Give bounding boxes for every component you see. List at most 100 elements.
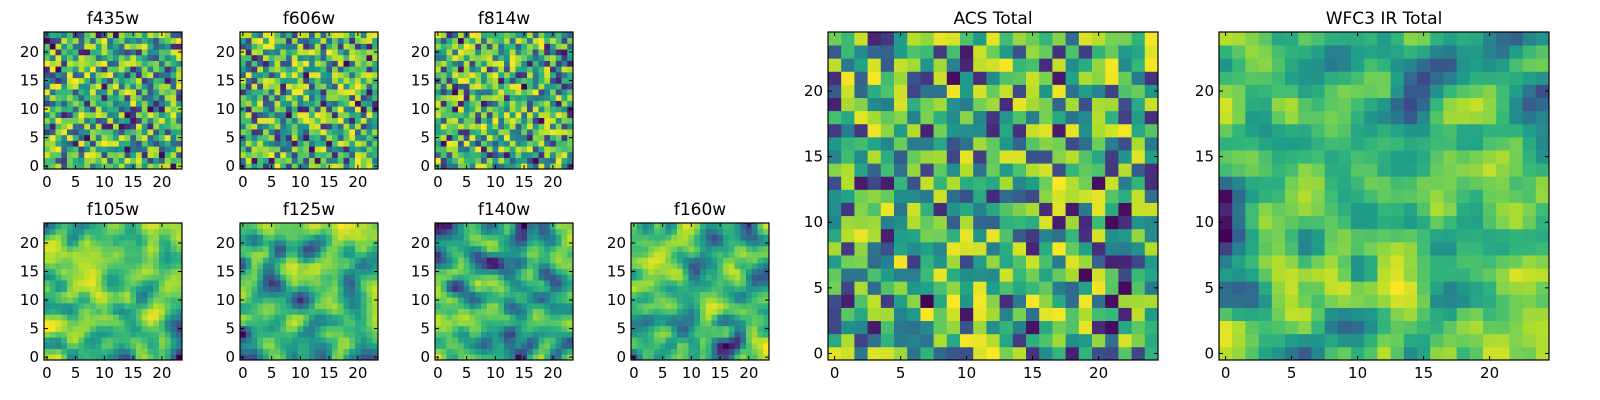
heatmap-cell xyxy=(147,337,154,344)
x-tick-label: 0 xyxy=(238,364,248,382)
heatmap-cell xyxy=(1078,150,1093,164)
heatmap-cell xyxy=(458,245,465,252)
heatmap-cell xyxy=(498,157,505,164)
heatmap-cell xyxy=(763,320,770,327)
heatmap-cell xyxy=(303,262,310,270)
heatmap-cell xyxy=(469,117,476,124)
heatmap-cell xyxy=(933,307,948,322)
heatmap-cell xyxy=(67,140,74,147)
heatmap-cell xyxy=(463,320,470,327)
heatmap-cell xyxy=(90,37,97,44)
heatmap-cell xyxy=(920,189,934,203)
heatmap-cell xyxy=(280,60,287,67)
heatmap-cell xyxy=(136,245,143,252)
heatmap-cell xyxy=(343,348,350,355)
heatmap-cell xyxy=(1065,268,1080,282)
heatmap-cell xyxy=(268,43,275,50)
heatmap-cell xyxy=(355,234,362,241)
heatmap-cell xyxy=(527,89,534,96)
heatmap-cell xyxy=(999,228,1014,243)
heatmap-cell xyxy=(153,325,160,332)
heatmap-cell xyxy=(1483,333,1497,348)
heatmap-cell xyxy=(1026,163,1040,177)
heatmap-cell xyxy=(291,245,298,252)
heatmap-cell xyxy=(78,285,85,292)
heatmap-cell xyxy=(245,325,252,332)
heatmap-cell xyxy=(337,117,344,124)
heatmap-cell xyxy=(920,136,934,151)
heatmap-cell xyxy=(153,348,160,355)
heatmap-cell xyxy=(440,71,447,79)
heatmap-cell xyxy=(332,151,339,158)
heatmap-cell xyxy=(475,291,482,298)
heatmap-cell xyxy=(130,251,137,258)
heatmap-cell xyxy=(486,325,493,332)
heatmap-cell xyxy=(1092,136,1106,151)
heatmap-cell xyxy=(1144,189,1159,203)
heatmap-cell xyxy=(337,297,344,304)
heatmap-cell xyxy=(654,320,661,327)
heatmap-cell xyxy=(55,49,62,56)
heatmap-cell xyxy=(291,302,298,310)
heatmap-cell xyxy=(118,77,125,84)
heatmap-cell xyxy=(49,140,56,147)
heatmap-cell xyxy=(920,71,934,85)
heatmap-cell xyxy=(532,89,539,96)
heatmap-cell xyxy=(550,257,557,264)
heatmap-cell xyxy=(527,337,534,344)
heatmap-cell xyxy=(1131,320,1146,335)
heatmap-cell xyxy=(245,291,252,298)
heatmap-cell xyxy=(274,240,281,247)
heatmap-cell xyxy=(159,49,166,56)
heatmap-cell xyxy=(946,150,961,164)
heatmap-cell xyxy=(723,251,730,258)
heatmap-cell xyxy=(740,240,747,247)
heatmap-cell xyxy=(164,251,171,258)
heatmap-cell xyxy=(130,89,137,96)
heatmap-cell xyxy=(332,262,339,270)
heatmap-cell xyxy=(1522,333,1537,348)
heatmap-cell xyxy=(659,297,666,304)
y-tick-label: 5 xyxy=(29,320,39,338)
heatmap-cell xyxy=(515,331,522,338)
heatmap-cell xyxy=(101,54,108,61)
heatmap-cell xyxy=(841,320,855,335)
heatmap-cell xyxy=(509,223,516,230)
heatmap-cell xyxy=(130,325,137,332)
heatmap-cell xyxy=(291,37,298,44)
heatmap-cell xyxy=(360,251,367,258)
heatmap-cell xyxy=(1012,202,1027,217)
heatmap-cell xyxy=(711,337,718,344)
heatmap-cell xyxy=(118,146,125,153)
heatmap-cell xyxy=(538,37,545,44)
heatmap-cell xyxy=(366,342,373,349)
heatmap-cell xyxy=(671,325,678,332)
heatmap-cell xyxy=(124,223,131,230)
heatmap-cell xyxy=(1026,45,1040,59)
heatmap-cell xyxy=(113,100,120,107)
heatmap-cell xyxy=(907,150,921,164)
heatmap-cell xyxy=(337,129,344,136)
heatmap-cell xyxy=(61,337,68,344)
heatmap-cell xyxy=(469,83,476,90)
heatmap-cell xyxy=(960,45,974,59)
heatmap-cell xyxy=(245,49,252,56)
heatmap-cell xyxy=(90,274,97,281)
heatmap-cell xyxy=(164,257,171,264)
heatmap-cell xyxy=(332,43,339,50)
heatmap-cell xyxy=(746,331,753,338)
heatmap-cell xyxy=(118,302,125,310)
heatmap-cell xyxy=(130,285,137,292)
heatmap-cell xyxy=(141,325,148,332)
heatmap-cell xyxy=(527,157,534,164)
heatmap-cell xyxy=(90,262,97,270)
heatmap-cell xyxy=(113,157,120,164)
heatmap-cell xyxy=(458,151,465,158)
heatmap-cell xyxy=(555,331,562,338)
heatmap-cell xyxy=(458,43,465,50)
heatmap-cell xyxy=(492,228,499,235)
heatmap-cell xyxy=(515,320,522,327)
heatmap-cell xyxy=(1078,268,1093,282)
heatmap-cell xyxy=(170,245,177,252)
heatmap-cell xyxy=(303,337,310,344)
